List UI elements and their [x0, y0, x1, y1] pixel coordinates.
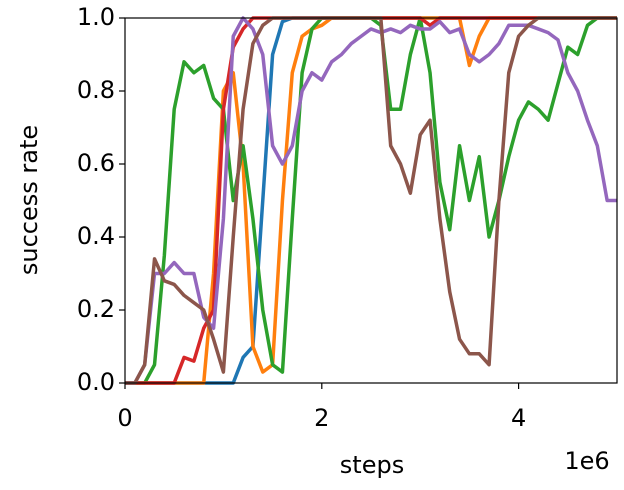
line-series: [125, 16, 617, 385]
x-tick-label: 2: [314, 404, 329, 432]
line-series: [125, 16, 617, 385]
y-tick-label: 0.4: [77, 222, 115, 250]
y-tick-label: 0.8: [77, 76, 115, 104]
x-axis-label: steps: [340, 451, 404, 479]
x-tick-label: 0: [117, 404, 132, 432]
y-tick-label: 0.0: [77, 368, 115, 396]
y-tick-label: 1.0: [77, 3, 115, 31]
y-axis-label: success rate: [15, 125, 43, 275]
y-tick-label: 0.2: [77, 295, 115, 323]
plot-frame: [124, 17, 618, 384]
line-series: [125, 16, 617, 385]
line-series: [125, 16, 617, 385]
y-tick-label: 0.6: [77, 149, 115, 177]
line-series: [125, 16, 617, 385]
x-tick-label: 4: [511, 404, 526, 432]
x-offset-label: 1e6: [564, 447, 609, 475]
line-series: [125, 16, 617, 385]
